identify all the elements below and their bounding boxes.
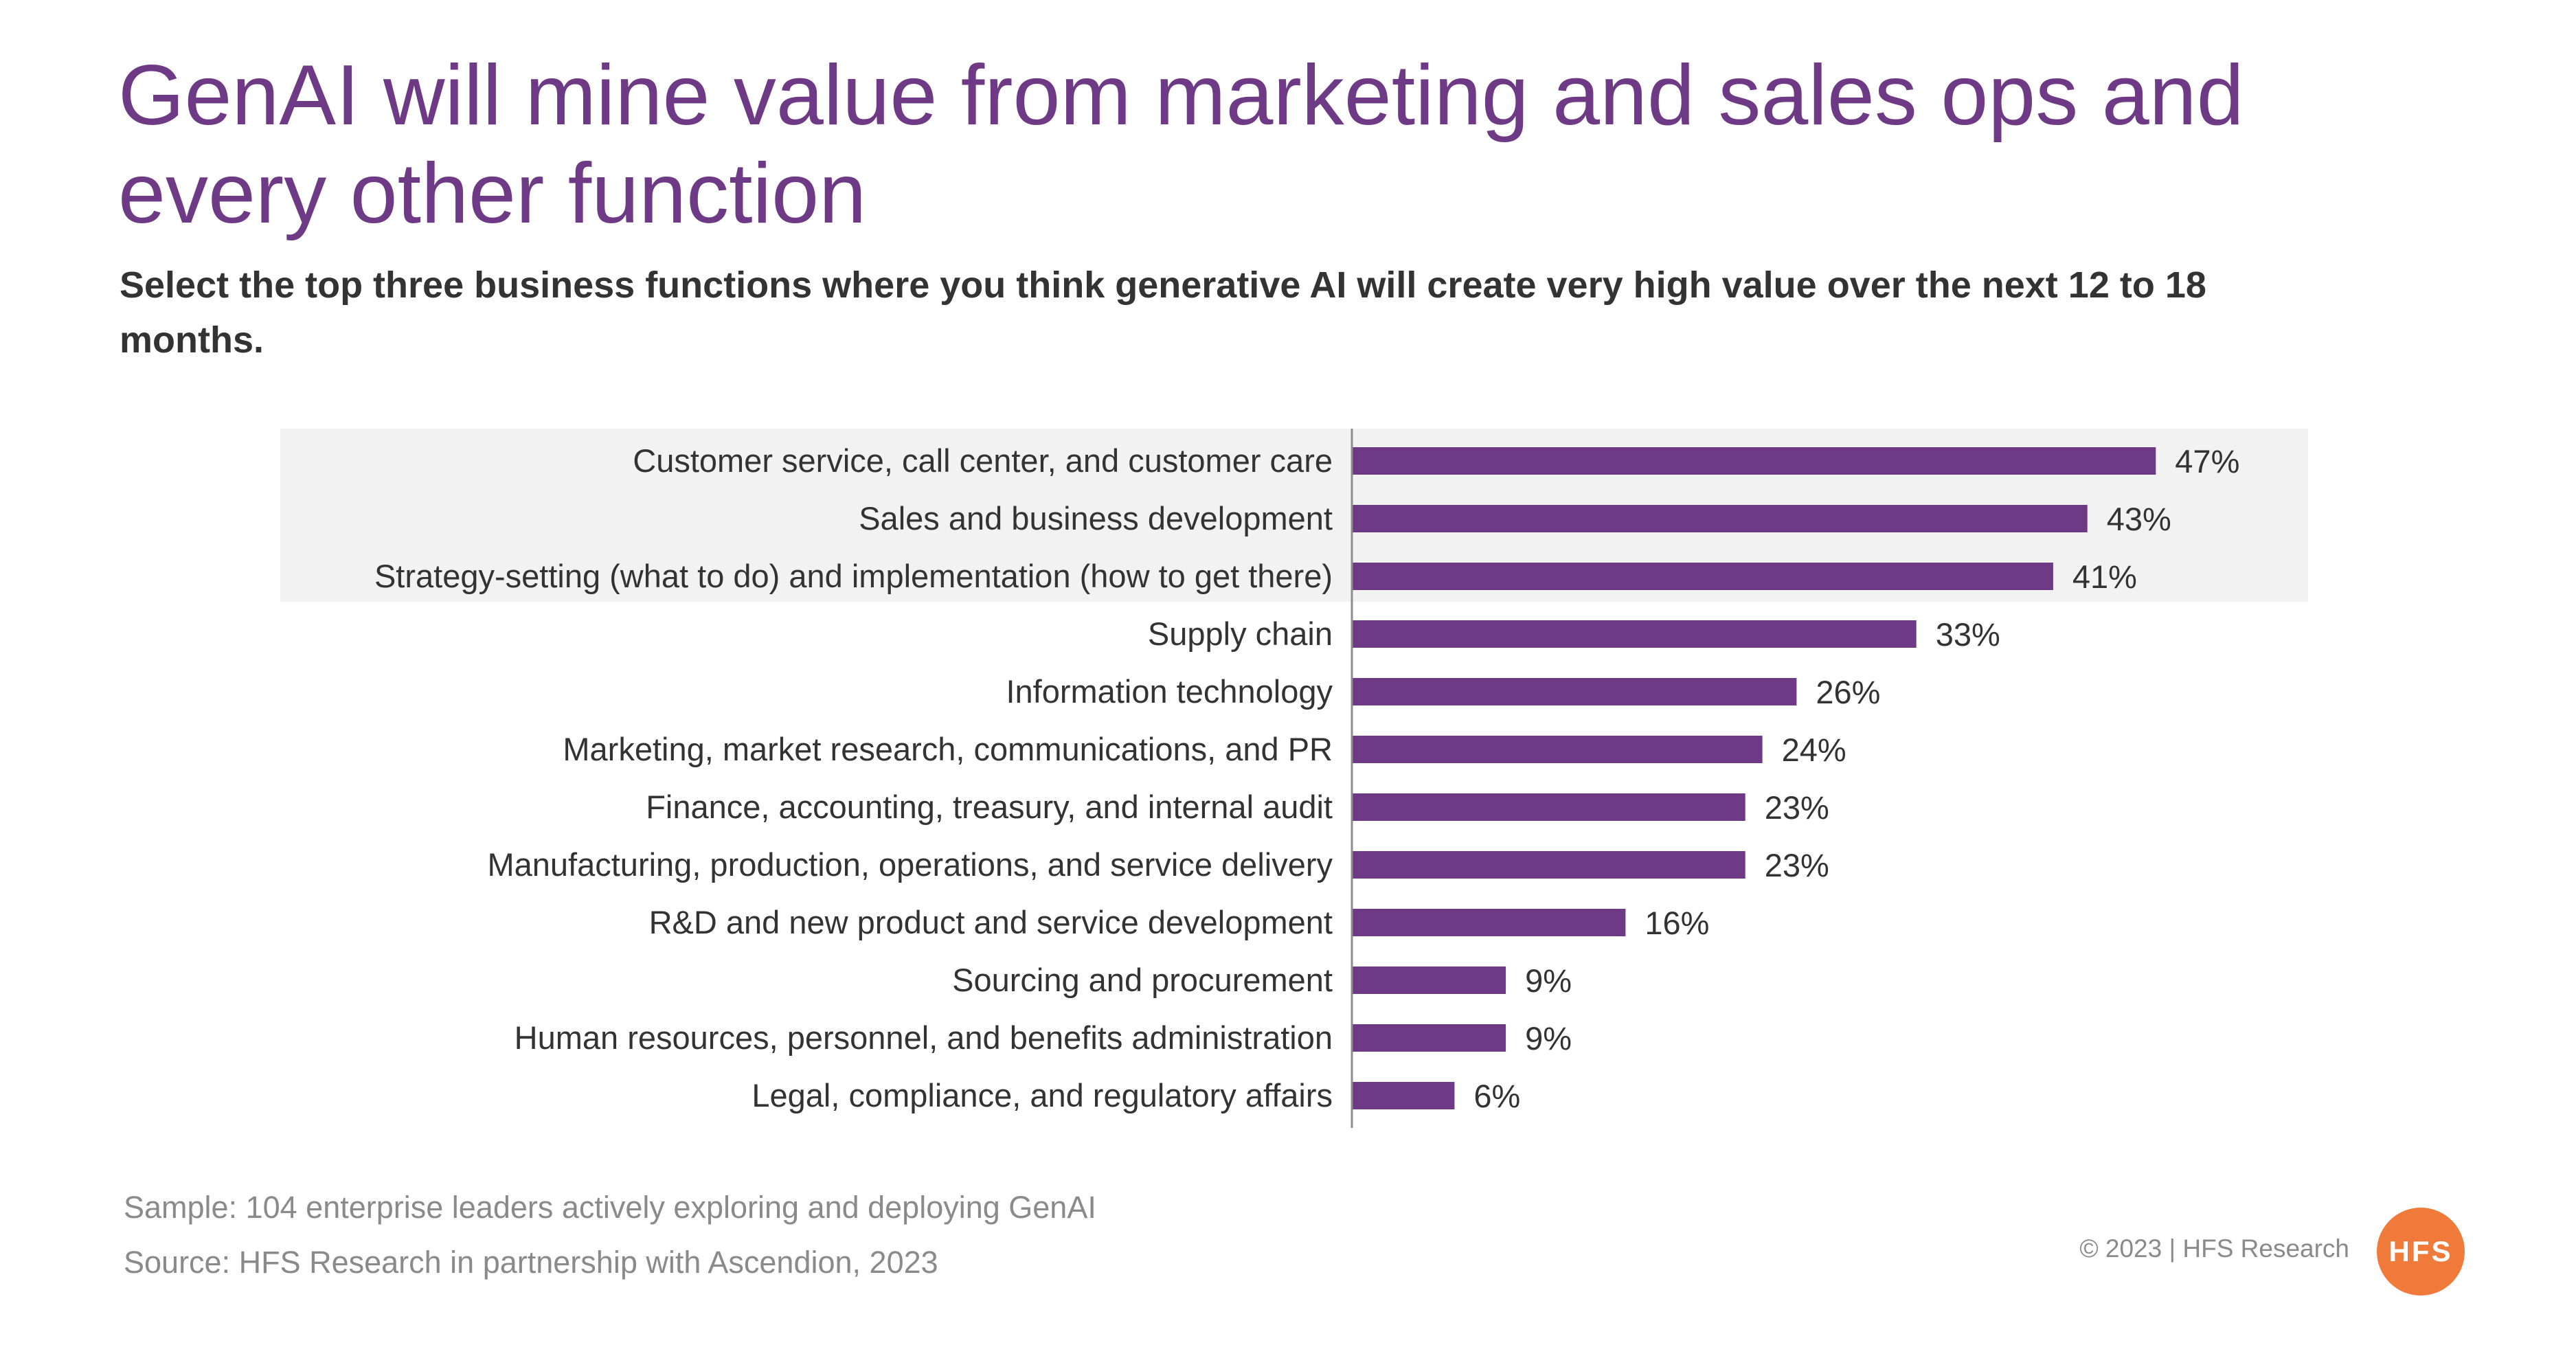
bar — [1352, 563, 2053, 590]
category-label: Customer service, call center, and custo… — [633, 442, 1333, 479]
category-label: Human resources, personnel, and benefits… — [515, 1019, 1333, 1056]
data-label: 26% — [1816, 674, 1880, 710]
footnote: Sample: 104 enterprise leaders actively … — [124, 1180, 1096, 1290]
data-label: 9% — [1525, 1020, 1572, 1056]
data-label: 23% — [1765, 847, 1829, 883]
data-label: 23% — [1765, 789, 1829, 826]
bar — [1352, 447, 2156, 475]
source-note: Source: HFS Research in partnership with… — [124, 1245, 938, 1280]
data-label: 41% — [2072, 558, 2137, 595]
category-label: Supply chain — [1148, 615, 1333, 652]
bar — [1352, 909, 1626, 936]
data-label: 16% — [1645, 905, 1709, 941]
category-label: Sales and business development — [859, 500, 1333, 536]
category-label: Manufacturing, production, operations, a… — [487, 846, 1333, 883]
category-label: Sourcing and procurement — [952, 962, 1333, 998]
bar — [1352, 967, 1506, 994]
category-label: Information technology — [1006, 673, 1333, 710]
bar — [1352, 620, 1917, 648]
data-label: 6% — [1473, 1078, 1520, 1114]
bar — [1352, 1082, 1455, 1109]
category-label: Strategy-setting (what to do) and implem… — [374, 558, 1333, 594]
data-label: 47% — [2175, 443, 2239, 479]
category-label: R&D and new product and service developm… — [649, 904, 1333, 940]
data-label: 33% — [1936, 616, 2000, 653]
sample-note: Sample: 104 enterprise leaders actively … — [124, 1190, 1096, 1225]
page-title: GenAI will mine value from marketing and… — [118, 48, 2244, 241]
bar — [1352, 793, 1745, 821]
data-label: 9% — [1525, 962, 1572, 999]
bar — [1352, 505, 2088, 532]
category-label: Finance, accounting, treasury, and inter… — [646, 789, 1333, 825]
hfs-logo: HFS — [2377, 1208, 2465, 1296]
category-label: Marketing, market research, communicatio… — [563, 731, 1333, 767]
bar — [1352, 1024, 1506, 1052]
data-label: 24% — [1782, 732, 1846, 768]
survey-question: Select the top three business functions … — [120, 264, 2206, 361]
bar — [1352, 851, 1745, 879]
data-label: 43% — [2107, 501, 2171, 537]
category-label: Legal, compliance, and regulatory affair… — [752, 1077, 1333, 1114]
bar-chart: Customer service, call center, and custo… — [280, 429, 2320, 1129]
bar — [1352, 678, 1797, 705]
copyright: © 2023 | HFS Research — [2079, 1234, 2349, 1263]
bar — [1352, 736, 1763, 763]
